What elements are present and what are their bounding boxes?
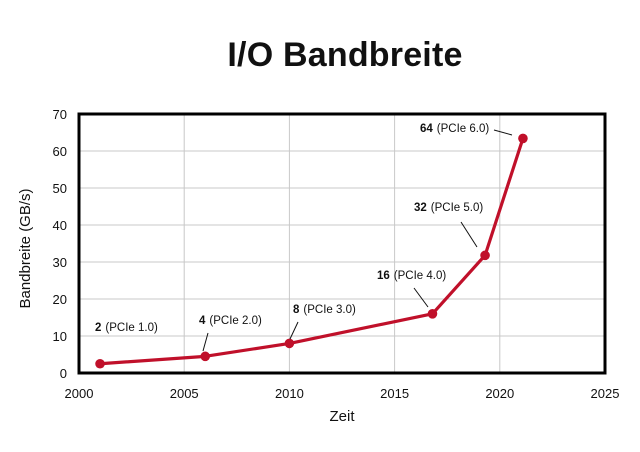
y-tick-label: 60	[53, 144, 67, 159]
chart-title: I/O Bandbreite	[227, 36, 463, 74]
annotation-generation: (PCIe 1.0)	[105, 322, 158, 334]
y-tick-label: 20	[53, 292, 67, 307]
y-tick-label: 0	[60, 366, 67, 381]
annotation-value: 32	[414, 202, 427, 214]
annotation-value: 8	[293, 304, 300, 316]
series	[95, 133, 528, 369]
y-axis-label: Bandbreite (GB/s)	[17, 188, 34, 308]
annotation-generation: (PCIe 4.0)	[394, 270, 447, 282]
annotation-leader-line	[289, 321, 299, 340]
data-point	[480, 250, 490, 261]
data-point	[200, 351, 211, 362]
annotation-label: 8 (PCIe 3.0)	[293, 304, 356, 316]
annotation-generation: (PCIe 2.0)	[209, 315, 262, 327]
annotation-leader-line	[202, 332, 209, 352]
annotation-leader-line	[413, 287, 429, 308]
annotation-value: 4	[199, 315, 206, 327]
x-tick-label: 2010	[275, 386, 304, 401]
annotation-leader-line	[493, 129, 513, 136]
y-tick-label: 30	[53, 255, 67, 270]
y-tick-label: 50	[53, 181, 67, 196]
data-point	[284, 338, 295, 349]
x-tick-label: 2015	[380, 386, 409, 401]
x-axis-label: Zeit	[329, 408, 355, 425]
x-tick-label: 2005	[170, 386, 199, 401]
y-tick-label: 40	[53, 218, 67, 233]
annotation-value: 64	[420, 123, 433, 135]
data-point	[518, 133, 528, 144]
series-line	[98, 136, 525, 366]
annotation-label: 64 (PCIe 6.0)	[420, 123, 489, 135]
data-point	[427, 309, 438, 319]
x-tick-label: 2000	[65, 386, 94, 401]
tick-labels: 2000 2005 2010 2015 2020 2025 0 10 20 30 40 50 60 70	[53, 107, 620, 401]
plot-frame	[77, 112, 607, 375]
data-point	[95, 358, 105, 369]
annotation-label: 4 (PCIe 2.0)	[199, 315, 262, 327]
y-tick-label: 70	[53, 107, 67, 122]
annotation-value: 2	[95, 322, 101, 334]
annotation-label: 32 (PCIe 5.0)	[414, 202, 483, 214]
x-tick-label: 2020	[485, 386, 514, 401]
annotation-generation: (PCIe 3.0)	[303, 304, 356, 316]
annotation-label: 16 (PCIe 4.0)	[377, 270, 446, 282]
annotation-generation: (PCIe 5.0)	[431, 202, 484, 214]
annotation-generation: (PCIe 6.0)	[437, 123, 490, 135]
annotation-leader-line	[460, 221, 478, 248]
x-tick-label: 2025	[591, 386, 620, 401]
annotation-label: 2 (PCIe 1.0)	[95, 322, 158, 334]
y-tick-label: 10	[53, 329, 67, 344]
annotations: 2 (PCIe 1.0) 4 (PCIe 2.0) 8 (PCIe 3.0) 16 (PCIe…	[95, 123, 513, 352]
annotation-value: 16	[377, 270, 390, 282]
